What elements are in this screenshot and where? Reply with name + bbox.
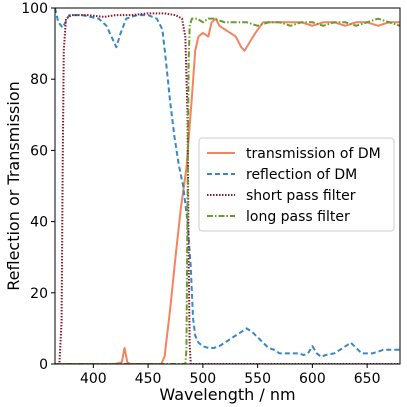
- series-line-2: [55, 8, 400, 358]
- x-tick-label: 400: [80, 371, 107, 387]
- series-layer: [55, 8, 400, 364]
- legend-label-2: reflection of DM: [246, 167, 357, 183]
- y-tick-label: 100: [21, 1, 48, 17]
- series-line-4: [55, 17, 400, 364]
- legend: transmission of DM reflection of DM short …: [198, 137, 395, 232]
- x-tick-label: 600: [299, 371, 326, 387]
- legend-label-4: long pass filter: [246, 209, 350, 225]
- x-tick-label: 500: [189, 371, 216, 387]
- x-tick-label: 650: [354, 371, 381, 387]
- y-tick-label: 0: [39, 357, 48, 373]
- x-tick-label: 550: [244, 371, 271, 387]
- series-line-1: [55, 17, 400, 364]
- y-tick-label: 80: [30, 72, 48, 88]
- y-tick-label: 60: [30, 143, 48, 159]
- y-tick-label: 40: [30, 215, 48, 231]
- y-tick-label: 20: [30, 286, 48, 302]
- y-axis-label: Reflection or Transmission: [4, 81, 23, 291]
- plot-frame: [54, 7, 401, 365]
- legend-label-3: short pass filter: [246, 188, 356, 204]
- legend-label-1: transmission of DM: [246, 146, 381, 162]
- x-axis-label: Wavelength / nm: [159, 385, 295, 404]
- ticks-layer: 400 450 500 550 600 650 0 20 40 60 80 100: [21, 1, 380, 387]
- legend-box: [198, 137, 395, 232]
- x-tick-label: 450: [135, 371, 162, 387]
